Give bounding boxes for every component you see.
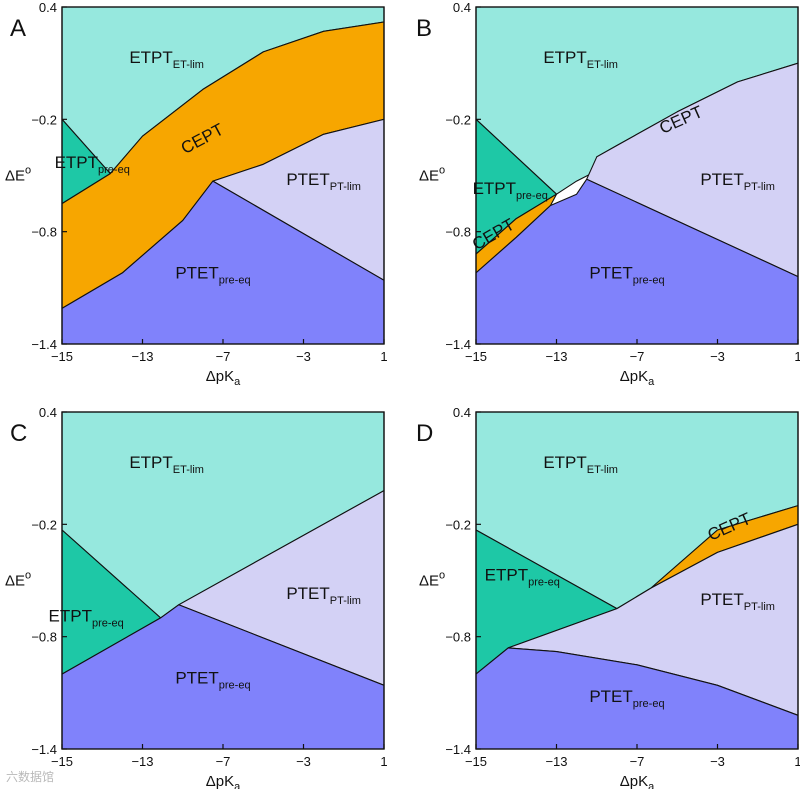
region-label: ETPTpre-eq	[55, 153, 130, 176]
x-tick-label: −15	[465, 754, 487, 769]
x-tick-label: −15	[465, 349, 487, 364]
x-tick-label: −13	[131, 754, 153, 769]
panel-letter: A	[10, 15, 26, 42]
y-axis-label: ΔEo	[5, 165, 31, 185]
y-tick-label: 0.4	[453, 405, 471, 420]
region-label: ETPTET-lim	[129, 453, 204, 476]
region-label: ETPTpre-eq	[485, 566, 560, 589]
y-tick-label: 0.4	[453, 0, 471, 15]
x-axis-label: ΔpKa	[206, 368, 241, 388]
y-tick-label: −0.8	[445, 630, 471, 645]
y-tick-label: −1.4	[445, 337, 471, 352]
x-tick-label: −3	[710, 754, 725, 769]
x-axis-label: ΔpKa	[620, 368, 655, 388]
x-tick-label: 1	[380, 349, 387, 364]
region-label: ETPTpre-eq	[473, 179, 548, 202]
y-axis-label: ΔEo	[419, 570, 445, 590]
y-tick-label: −1.4	[31, 337, 57, 352]
region-label: ETPTET-lim	[543, 48, 618, 71]
y-tick-label: 0.4	[39, 405, 57, 420]
x-axis-label: ΔpKa	[620, 773, 655, 789]
panel-letter: C	[10, 420, 27, 447]
y-axis-label: ΔEo	[419, 165, 445, 185]
region-label: PTETpre-eq	[175, 668, 250, 691]
panel-b: ETPTET-limETPTpre-eqCEPTCEPTPTETPT-limPT…	[416, 0, 800, 388]
x-tick-label: 1	[794, 349, 800, 364]
region-label: ETPTpre-eq	[49, 607, 124, 630]
region-label: ETPTET-lim	[129, 48, 204, 71]
y-tick-label: −0.2	[445, 517, 471, 532]
x-tick-label: −3	[710, 349, 725, 364]
y-tick-label: −0.8	[31, 225, 57, 240]
x-tick-label: −15	[51, 349, 73, 364]
y-tick-label: −0.2	[31, 517, 57, 532]
panel-c: ETPTET-lim ETPTpre-eq PTETPT-lim PTETpre-eq…	[5, 405, 388, 789]
x-tick-label: −7	[216, 349, 231, 364]
x-tick-label: 1	[380, 754, 387, 769]
y-tick-label: 0.4	[39, 0, 57, 15]
y-tick-label: −0.2	[31, 112, 57, 127]
x-tick-label: −3	[296, 349, 311, 364]
x-tick-label: −13	[131, 349, 153, 364]
y-tick-label: −0.8	[31, 630, 57, 645]
panel-a: ETPTET-limETPTpre-eqCEPTPTETPT-limPTETpr…	[5, 0, 388, 388]
watermark-text: 六数据馆	[6, 770, 55, 784]
panel-letter: D	[416, 420, 433, 447]
panel-letter: B	[416, 15, 432, 42]
x-tick-label: −15	[51, 754, 73, 769]
region-label: PTETPT-lim	[286, 584, 361, 607]
region-label: ETPTET-lim	[543, 453, 618, 476]
y-tick-label: −1.4	[31, 742, 57, 757]
region-label: PTETpre-eq	[175, 263, 250, 286]
region-label: PTETpre-eq	[589, 263, 664, 286]
region-label: PTETPT-lim	[700, 590, 775, 613]
y-axis-label: ΔEo	[5, 570, 31, 590]
region-label: PTETPT-lim	[700, 170, 775, 193]
x-tick-label: 1	[794, 754, 800, 769]
y-tick-label: −1.4	[445, 742, 471, 757]
x-axis-label: ΔpKa	[206, 773, 241, 789]
x-tick-label: −3	[296, 754, 311, 769]
region-label: PTETpre-eq	[589, 687, 664, 710]
x-tick-label: −7	[630, 754, 645, 769]
x-tick-label: −13	[545, 349, 567, 364]
panel-d: ETPTET-limETPTpre-eqCEPTPTETPT-limPTETpr…	[416, 405, 800, 789]
x-tick-label: −13	[545, 754, 567, 769]
x-tick-label: −7	[630, 349, 645, 364]
region-label: PTETPT-lim	[286, 170, 361, 193]
x-tick-label: −7	[216, 754, 231, 769]
y-tick-label: −0.8	[445, 225, 471, 240]
y-tick-label: −0.2	[445, 112, 471, 127]
